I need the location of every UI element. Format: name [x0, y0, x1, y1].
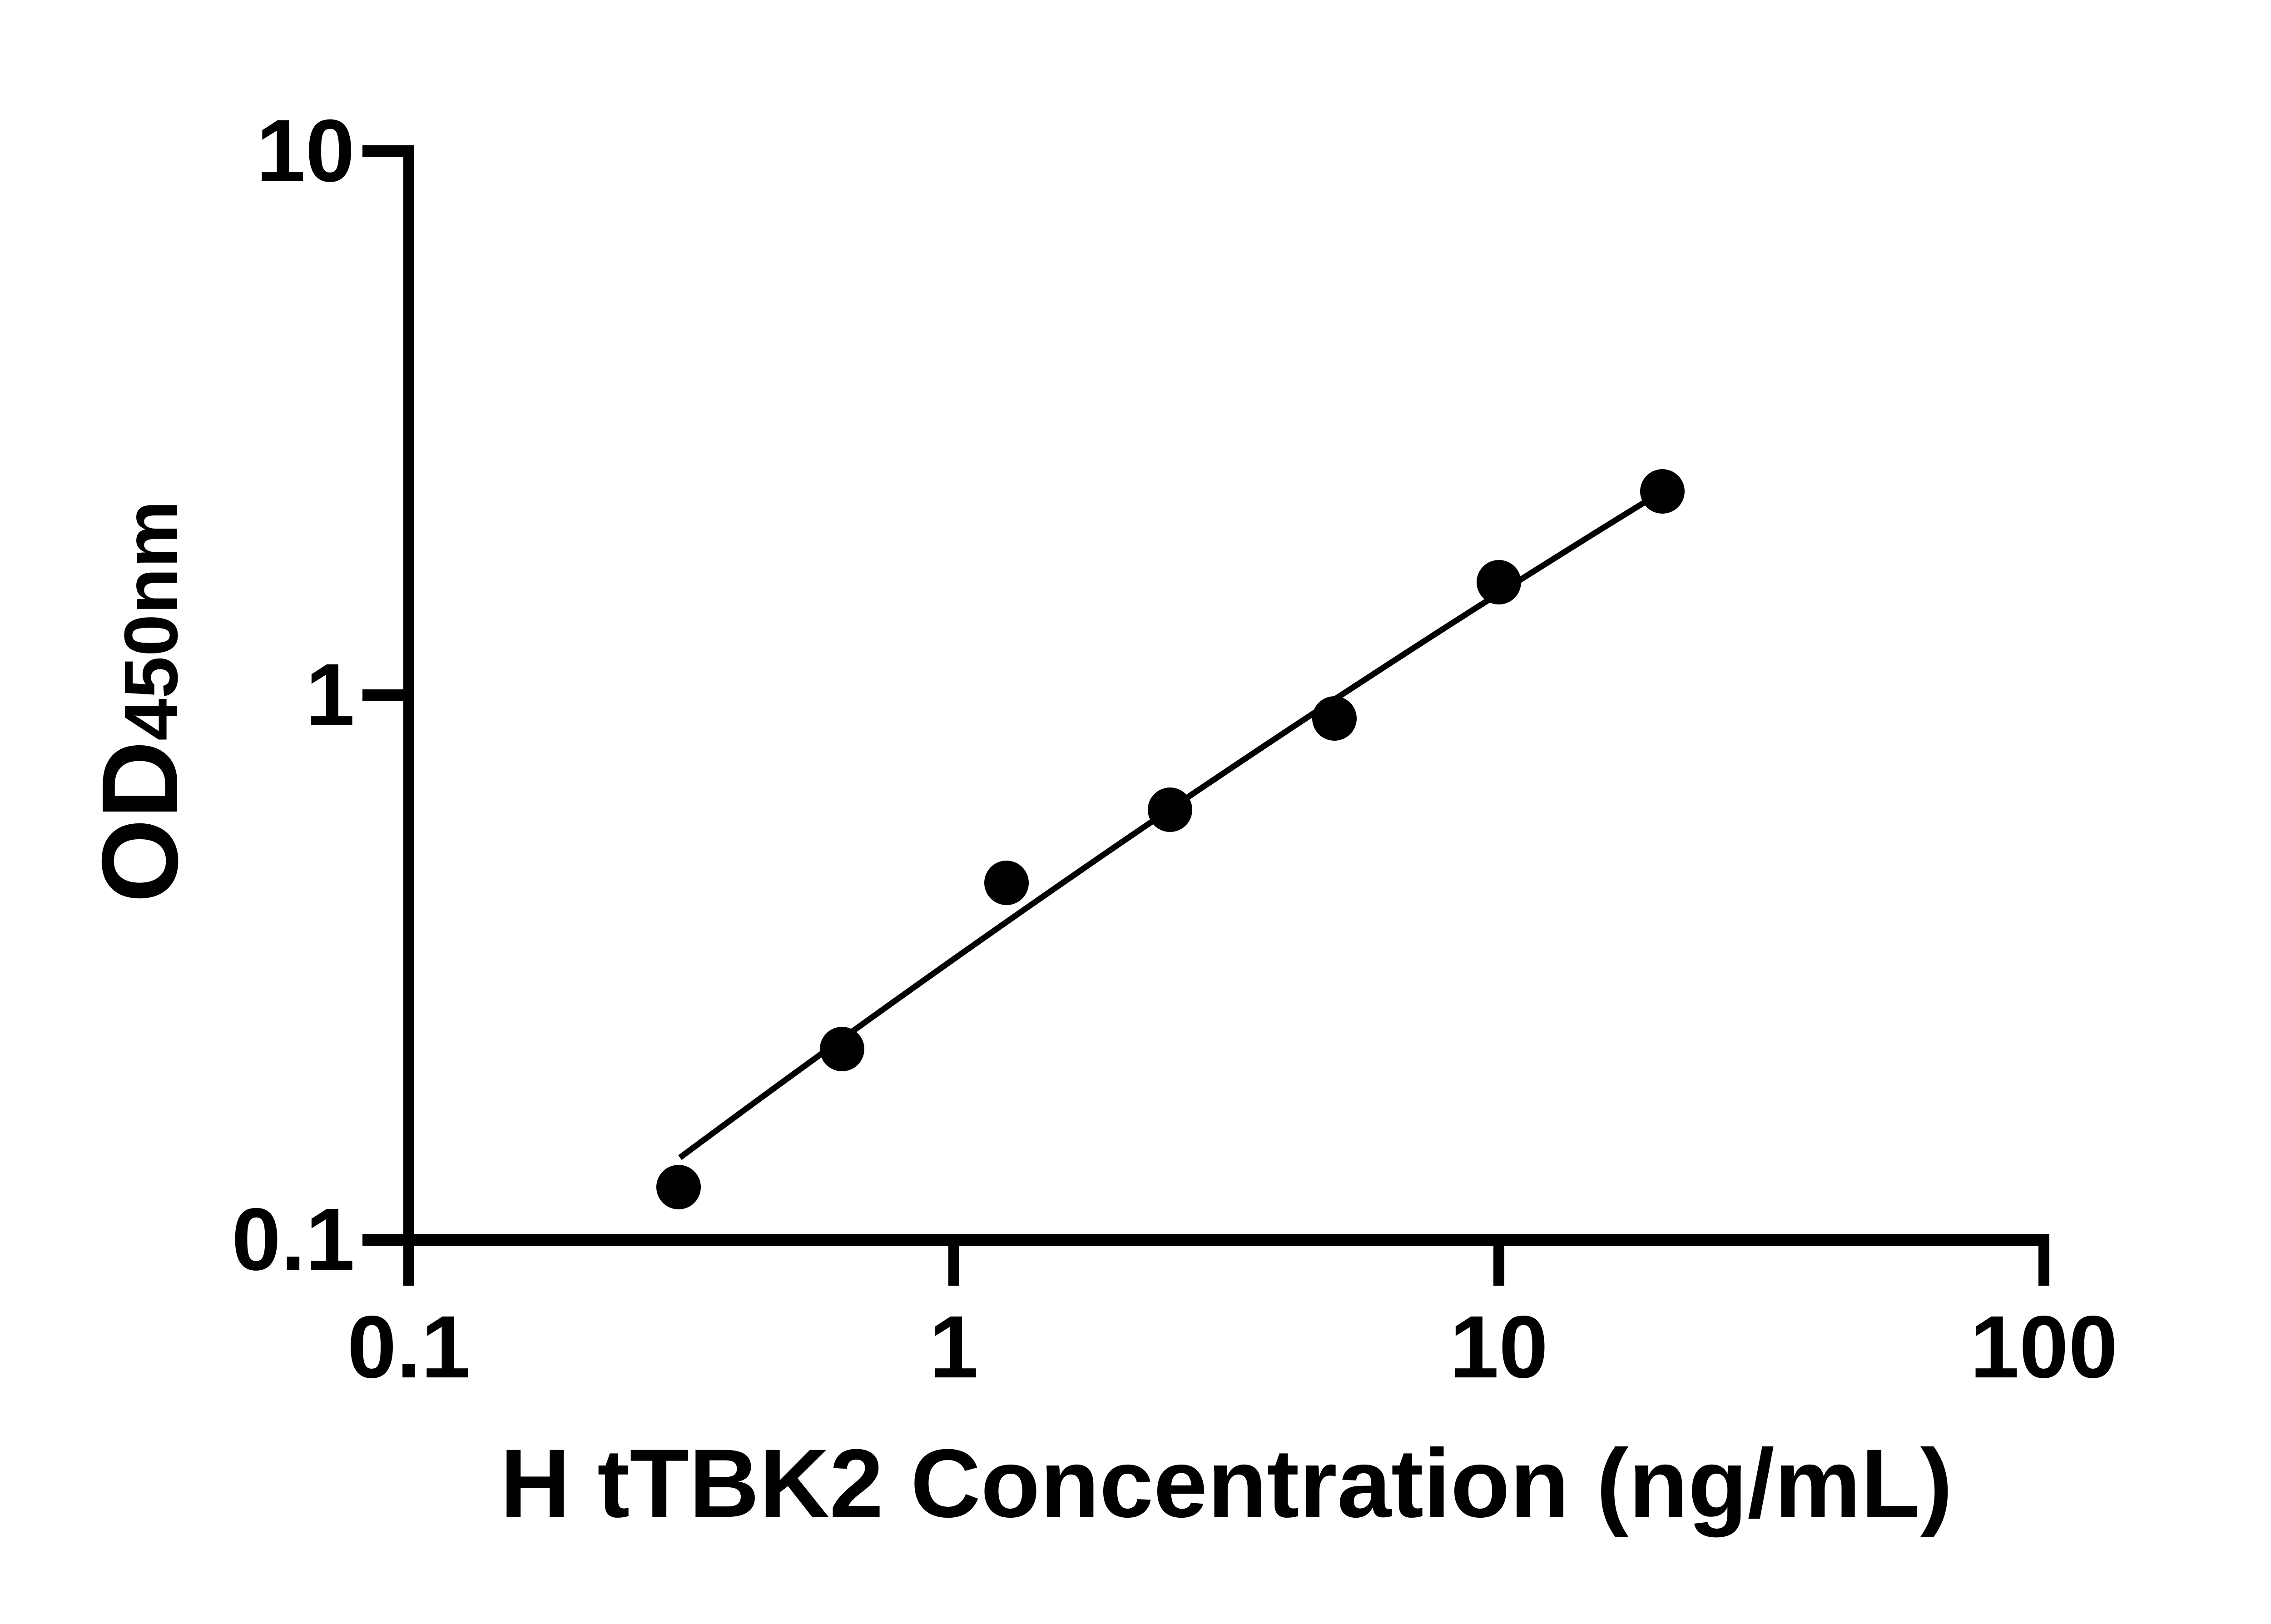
svg-text:10: 10 [1450, 1297, 1548, 1396]
svg-text:100: 100 [1970, 1297, 2117, 1396]
svg-text:H tTBK2 Concentration (ng/mL): H tTBK2 Concentration (ng/mL) [500, 1429, 1953, 1538]
svg-text:0.1: 0.1 [347, 1297, 470, 1396]
svg-text:1: 1 [306, 645, 355, 744]
svg-text:0.1: 0.1 [232, 1190, 355, 1289]
svg-text:10: 10 [256, 101, 355, 200]
svg-text:1: 1 [929, 1297, 978, 1396]
